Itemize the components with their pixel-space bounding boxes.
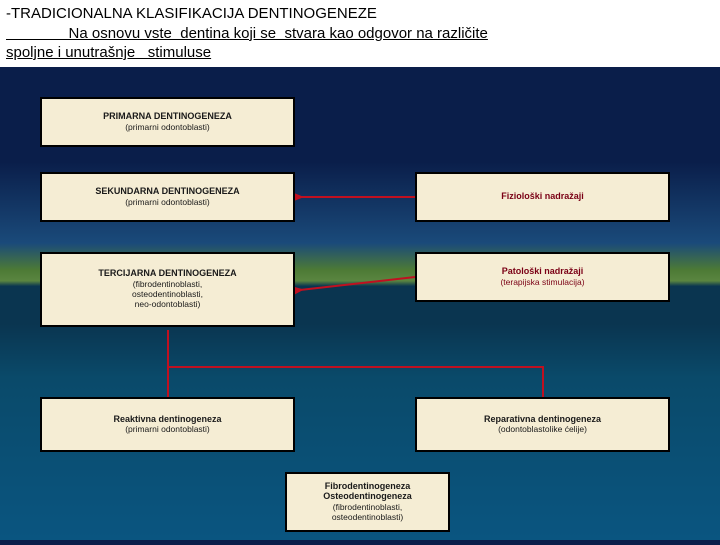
box-fiziol-title: Fiziološki nadražaji <box>501 191 584 202</box>
box-reaktivna-sub: (primarni odontoblasti) <box>125 424 210 434</box>
box-fibro-sub: (fibrodentinoblasti, osteodentinoblasti) <box>332 502 403 522</box>
box-reparativna: Reparativna dentinogeneza (odontoblastol… <box>415 397 670 452</box>
box-reaktivna: Reaktivna dentinogeneza (primarni odonto… <box>40 397 295 452</box>
box-patol-title: Patološki nadražaji <box>502 266 584 277</box>
box-reaktivna-title: Reaktivna dentinogeneza <box>113 414 221 425</box>
box-primarna: PRIMARNA DENTINOGENEZA (primarni odontob… <box>40 97 295 147</box>
box-primarna-title: PRIMARNA DENTINOGENEZA <box>103 111 232 122</box>
box-tercijarna: TERCIJARNA DENTINOGENEZA (fibrodentinobl… <box>40 252 295 327</box>
title-line2: Na osnovu vste dentina koji se stvara ka… <box>6 25 488 42</box>
title-line3: spoljne i unutrašnje stimuluse <box>6 44 211 61</box>
box-sekundarna-title: SEKUNDARNA DENTINOGENEZA <box>95 186 239 197</box>
box-patol: Patološki nadražaji (terapijska stimulac… <box>415 252 670 302</box>
box-fibro-title: Fibrodentinogeneza Osteodentinogeneza <box>323 481 412 503</box>
title-area: -TRADICIONALNA KLASIFIKACIJA DENTINOGENE… <box>0 0 720 67</box>
box-sekundarna: SEKUNDARNA DENTINOGENEZA (primarni odont… <box>40 172 295 222</box>
diagram-canvas: PRIMARNA DENTINOGENEZA (primarni odontob… <box>0 67 720 545</box>
box-reparativna-sub: (odontoblastolike ćelije) <box>498 424 587 434</box>
box-fibro: Fibrodentinogeneza Osteodentinogeneza (f… <box>285 472 450 532</box>
box-tercijarna-sub: (fibrodentinoblasti, osteodentinoblasti,… <box>132 279 203 310</box>
box-tercijarna-title: TERCIJARNA DENTINOGENEZA <box>98 268 236 279</box>
title-line1: -TRADICIONALNA KLASIFIKACIJA DENTINOGENE… <box>6 5 377 22</box>
box-primarna-sub: (primarni odontoblasti) <box>125 122 210 132</box>
box-reparativna-title: Reparativna dentinogeneza <box>484 414 601 425</box>
box-sekundarna-sub: (primarni odontoblasti) <box>125 197 210 207</box>
box-patol-sub: (terapijska stimulacija) <box>500 277 584 287</box>
box-fiziol: Fiziološki nadražaji <box>415 172 670 222</box>
